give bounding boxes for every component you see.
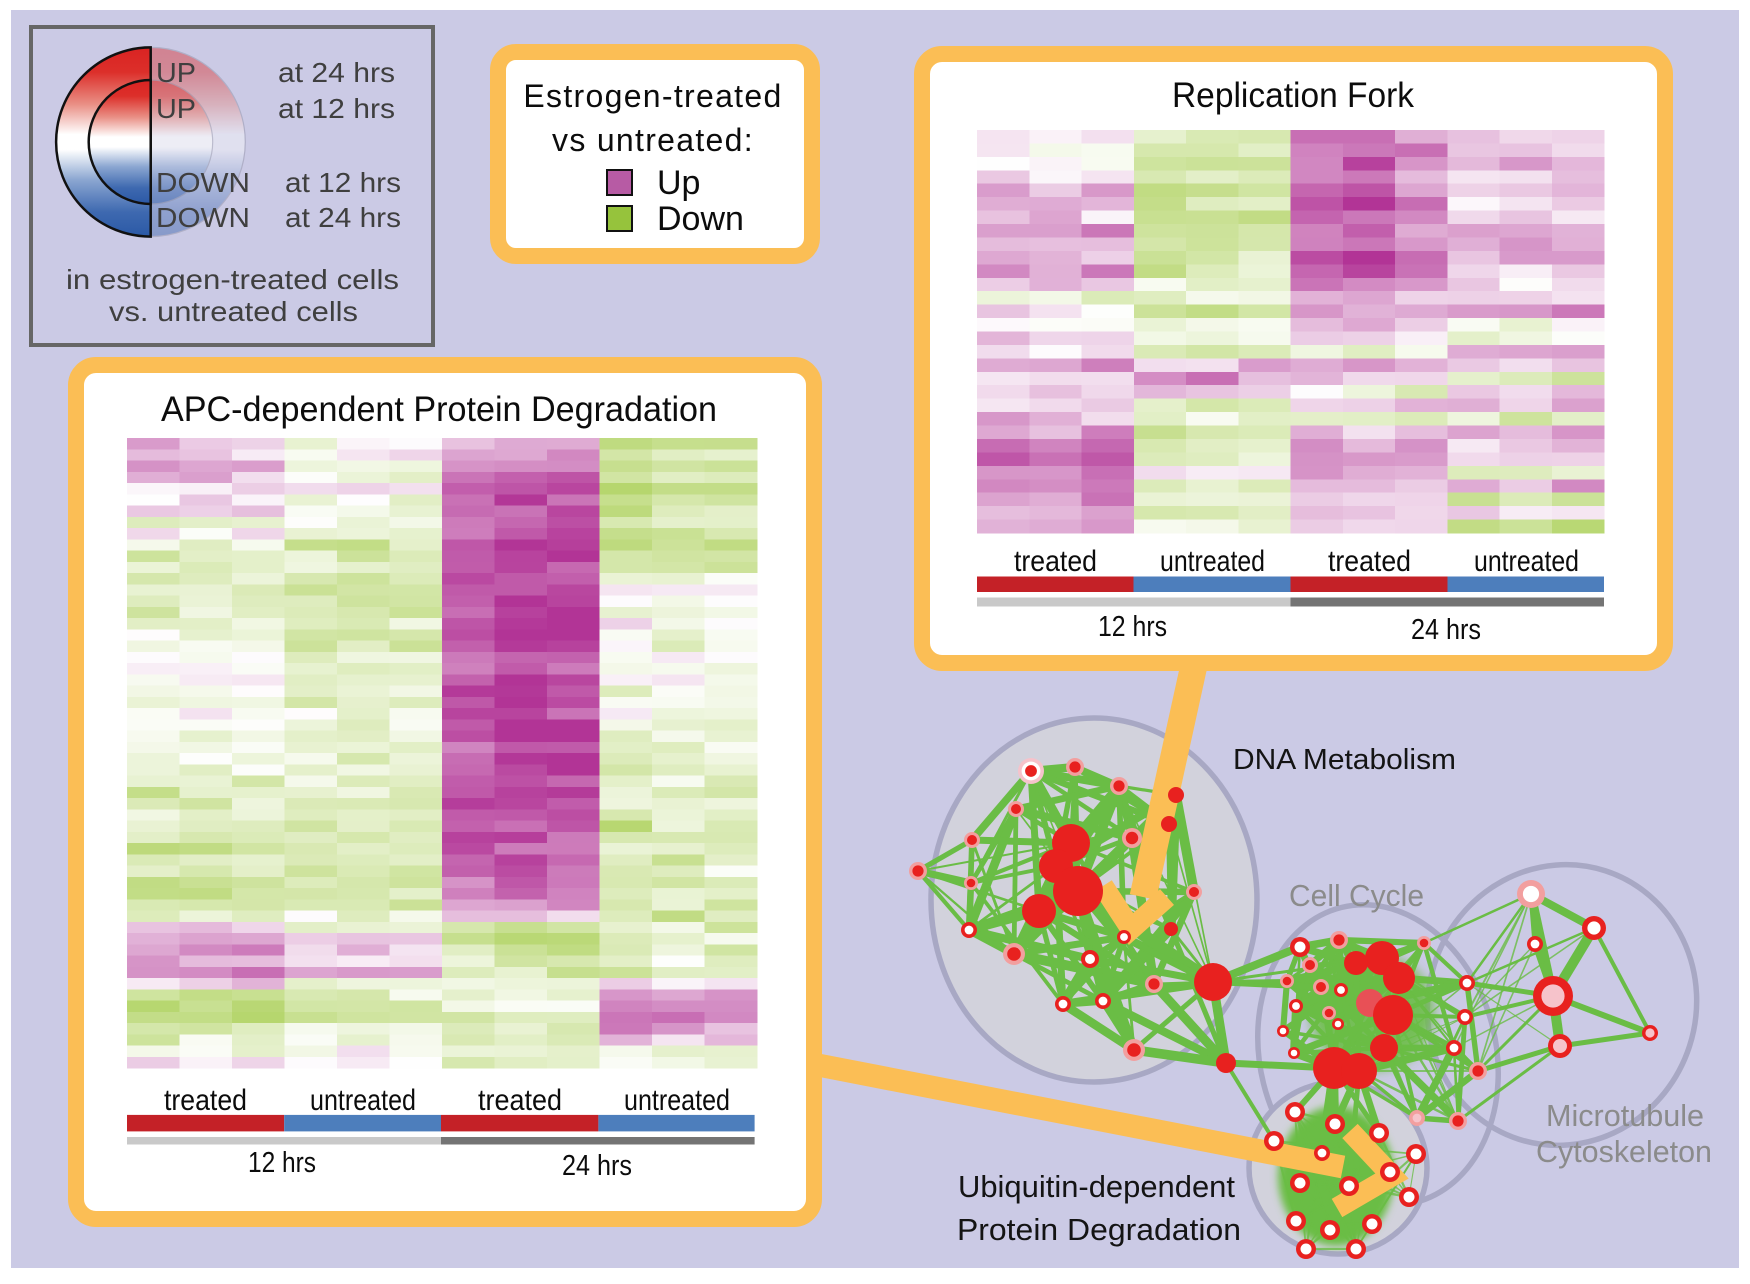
svg-text:treated: treated (164, 1084, 247, 1117)
svg-text:12 hrs: 12 hrs (1098, 611, 1167, 643)
svg-text:DOWN: DOWN (156, 167, 250, 198)
svg-text:Microtubule: Microtubule (1546, 1098, 1704, 1133)
svg-text:Replication Fork: Replication Fork (1172, 76, 1414, 115)
svg-text:Protein Degradation: Protein Degradation (957, 1212, 1241, 1247)
svg-text:treated: treated (1014, 545, 1097, 578)
svg-text:vs untreated:: vs untreated: (552, 122, 754, 158)
svg-text:untreated: untreated (1160, 545, 1265, 578)
svg-text:at 24 hrs: at 24 hrs (285, 202, 401, 233)
svg-text:at 12 hrs: at 12 hrs (285, 167, 401, 198)
svg-text:treated: treated (1328, 545, 1411, 578)
svg-text:12 hrs: 12 hrs (248, 1147, 316, 1179)
svg-text:UP: UP (156, 57, 196, 88)
svg-text:24 hrs: 24 hrs (1411, 614, 1481, 646)
svg-text:untreated: untreated (310, 1084, 416, 1117)
svg-text:at 24 hrs: at 24 hrs (278, 57, 395, 88)
svg-text:vs. untreated cells: vs. untreated cells (109, 296, 358, 327)
svg-text:untreated: untreated (624, 1084, 730, 1117)
svg-text:Estrogen-treated: Estrogen-treated (523, 78, 782, 114)
svg-text:APC-dependent Protein Degradat: APC-dependent Protein Degradation (161, 390, 717, 429)
svg-text:Up: Up (657, 164, 700, 202)
svg-text:DOWN: DOWN (156, 202, 250, 233)
svg-text:DNA Metabolism: DNA Metabolism (1233, 744, 1456, 776)
svg-text:in estrogen-treated cells: in estrogen-treated cells (66, 264, 399, 295)
svg-text:24 hrs: 24 hrs (562, 1150, 632, 1182)
svg-text:treated: treated (478, 1084, 562, 1117)
svg-text:UP: UP (156, 93, 196, 124)
svg-text:Cell Cycle: Cell Cycle (1289, 878, 1424, 913)
svg-text:untreated: untreated (1474, 545, 1579, 578)
svg-text:Down: Down (657, 200, 744, 238)
svg-text:Ubiquitin-dependent: Ubiquitin-dependent (958, 1169, 1235, 1204)
svg-text:at 12 hrs: at 12 hrs (278, 93, 395, 124)
svg-text:Cytoskeleton: Cytoskeleton (1536, 1134, 1712, 1169)
